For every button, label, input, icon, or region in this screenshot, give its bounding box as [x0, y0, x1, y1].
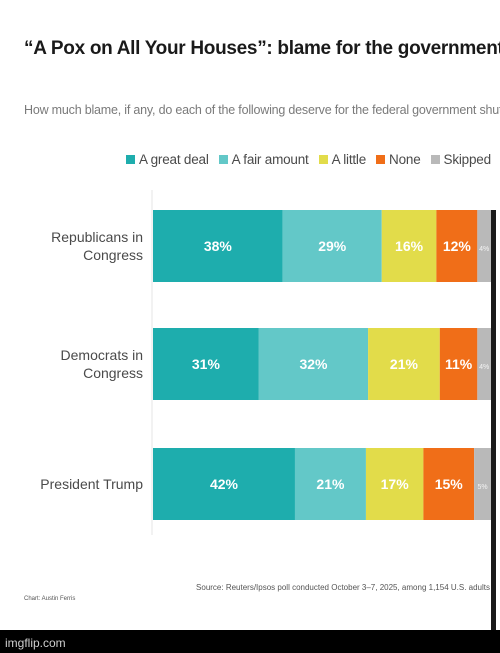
category-label: President Trump [40, 476, 143, 492]
bar-segment [282, 210, 382, 282]
legend-item-fair-amount: A fair amount [218, 152, 309, 167]
bar-segment [423, 448, 475, 520]
bar-segment [477, 328, 491, 400]
bar-segment [381, 210, 437, 282]
legend-item-a-little: A little [318, 152, 367, 167]
legend: A great deal A fair amount A little None… [126, 152, 491, 167]
bar-segment [258, 328, 369, 400]
right-edge-bar [491, 210, 496, 630]
data-label: 17% [381, 476, 410, 492]
chart-subtitle: How much blame, if any, do each of the f… [24, 103, 500, 117]
chart-credit: Chart: Austin Ferris [24, 596, 76, 602]
bar-segment [436, 210, 478, 282]
legend-swatch [318, 155, 328, 164]
watermark: imgflip.com [5, 636, 66, 650]
legend-label: A fair amount [231, 152, 309, 167]
chart-frame: “A Pox on All Your Houses”: blame for th… [0, 0, 500, 630]
legend-label: A little [331, 152, 367, 167]
legend-item-none: None [376, 152, 421, 167]
category-label: Democrats in Congress [61, 347, 143, 381]
bar-segment [294, 448, 366, 520]
data-label: 16% [395, 238, 424, 254]
legend-swatch [126, 155, 135, 164]
data-label: 11% [445, 356, 473, 372]
bar-segment [439, 328, 478, 400]
legend-label: Skipped [443, 152, 492, 167]
bar-segment [477, 210, 491, 282]
chart-source: Source: Reuters/Ipsos poll conducted Oct… [196, 583, 490, 592]
bar-segment [153, 448, 295, 520]
bar-segment [368, 328, 440, 400]
bar-segment [153, 328, 259, 400]
bar-segment [365, 448, 424, 520]
data-label: 4% [479, 364, 489, 371]
data-label: 15% [435, 476, 464, 492]
bar-segment [474, 448, 491, 520]
category-label: Republicans in Congress [51, 229, 143, 263]
data-label: 21% [316, 476, 345, 492]
stacked-bar-chart: Republicans in Congress 38% 29% 16% 12% 4% Demo… [40, 190, 491, 535]
data-label: 12% [443, 238, 472, 254]
data-label: 38% [204, 238, 233, 254]
data-label: 4% [479, 246, 489, 253]
legend-item-great-deal: A great deal [126, 152, 209, 167]
data-label: 32% [299, 356, 328, 372]
legend-swatch [218, 155, 228, 164]
legend-swatch [376, 155, 386, 164]
legend-swatch [430, 155, 440, 164]
data-label: 42% [210, 476, 239, 492]
bar-segment [153, 210, 283, 282]
legend-label: None [389, 152, 421, 167]
data-label: 29% [318, 238, 347, 254]
chart-title: “A Pox on All Your Houses”: blame for th… [24, 38, 500, 59]
legend-label: A great deal [139, 152, 209, 167]
data-label: 21% [390, 356, 419, 372]
data-label: 31% [192, 356, 221, 372]
data-label: 5% [477, 484, 487, 491]
legend-item-skipped: Skipped [430, 152, 492, 167]
